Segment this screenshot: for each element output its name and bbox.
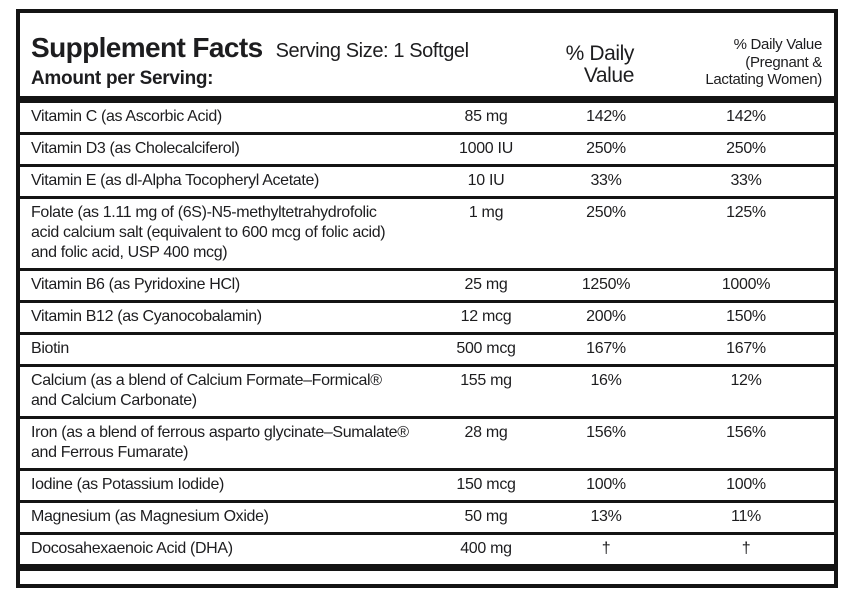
daily-value: 100% — [586, 476, 626, 493]
nutrient-rows: Vitamin C (as Ascorbic Acid) 85 mg 142% … — [20, 103, 834, 564]
table-row: Vitamin C (as Ascorbic Acid) 85 mg 142% … — [20, 103, 834, 132]
table-row: Calcium (as a blend of Calcium Formate–F… — [20, 364, 834, 416]
daily-value-pregnant: 1000% — [721, 276, 771, 293]
table-row: Vitamin D3 (as Cholecalciferol) 1000 IU … — [20, 132, 834, 164]
nutrient-amount: 12 mcg — [460, 308, 512, 325]
table-row: Vitamin E (as dl-Alpha Tocopheryl Acetat… — [20, 164, 834, 196]
daily-value: † — [601, 540, 611, 557]
supplement-facts-label: Supplement Facts Serving Size: 1 Softgel… — [16, 9, 838, 588]
daily-value: 13% — [590, 508, 622, 525]
nutrient-amount: 155 mg — [460, 372, 512, 389]
amount-per-serving-label: Amount per Serving: — [31, 68, 214, 89]
pregnant-daily-value-column-header: % Daily Value (Pregnant & Lactating Wome… — [705, 36, 822, 88]
daily-value-pregnant: 142% — [726, 108, 766, 125]
nutrient-name: Biotin — [31, 340, 69, 357]
nutrient-amount: 50 mg — [464, 508, 508, 525]
serving-size: Serving Size: 1 Softgel — [275, 40, 470, 62]
daily-value-column-header: % Daily Value — [565, 41, 635, 88]
daily-value-pregnant: 167% — [726, 340, 766, 357]
nutrient-amount: 150 mcg — [456, 476, 516, 493]
table-row: Iodine (as Potassium Iodide) 150 mcg 100… — [20, 468, 834, 500]
nutrient-amount: 1 mg — [468, 204, 504, 221]
table-row: Vitamin B6 (as Pyridoxine HCl) 25 mg 125… — [20, 268, 834, 300]
table-row: Vitamin B12 (as Cyanocobalamin) 12 mcg 2… — [20, 300, 834, 332]
nutrient-name: Vitamin B6 (as Pyridoxine HCl) — [31, 276, 240, 293]
nutrient-amount: 28 mg — [464, 424, 508, 441]
footer-divider-bar — [20, 564, 834, 571]
nutrient-name: Folate (as 1.11 mg of (6S)-N5-methyltetr… — [31, 204, 386, 261]
daily-value: 33% — [590, 172, 622, 189]
supplement-facts-title: Supplement Facts — [31, 32, 263, 63]
table-row: Iron (as a blend of ferrous asparto glyc… — [20, 416, 834, 468]
header-divider-bar — [20, 96, 834, 103]
nutrient-amount: 25 mg — [464, 276, 508, 293]
nutrient-name: Vitamin B12 (as Cyanocobalamin) — [31, 308, 262, 325]
nutrient-name: Vitamin C (as Ascorbic Acid) — [31, 108, 222, 125]
nutrient-name: Vitamin E (as dl-Alpha Tocopheryl Acetat… — [31, 172, 319, 189]
daily-value: 167% — [586, 340, 626, 357]
header-left: Supplement Facts Serving Size: 1 Softgel… — [31, 34, 526, 90]
daily-value: 156% — [586, 424, 626, 441]
nutrient-amount: 10 IU — [467, 172, 505, 189]
nutrient-amount: 500 mcg — [456, 340, 516, 357]
daily-value-pregnant: 150% — [726, 308, 766, 325]
table-row: Folate (as 1.11 mg of (6S)-N5-methyltetr… — [20, 196, 834, 268]
daily-value-pregnant: 250% — [726, 140, 766, 157]
nutrient-amount: 400 mg — [460, 540, 512, 557]
daily-value-pregnant: 156% — [726, 424, 766, 441]
nutrient-amount: 1000 IU — [459, 140, 513, 157]
nutrient-name: Iodine (as Potassium Iodide) — [31, 476, 224, 493]
nutrient-amount: 85 mg — [464, 108, 508, 125]
nutrient-name: Iron (as a blend of ferrous asparto glyc… — [31, 424, 409, 461]
daily-value: 1250% — [581, 276, 631, 293]
label-header: Supplement Facts Serving Size: 1 Softgel… — [20, 24, 834, 96]
table-row: Magnesium (as Magnesium Oxide) 50 mg 13%… — [20, 500, 834, 532]
daily-value: 250% — [586, 204, 626, 221]
daily-value: 200% — [586, 308, 626, 325]
daily-value-pregnant: † — [741, 540, 751, 557]
daily-value-pregnant: 12% — [730, 372, 762, 389]
nutrient-name: Magnesium (as Magnesium Oxide) — [31, 508, 269, 525]
table-row: Docosahexaenoic Acid (DHA) 400 mg † † — [20, 532, 834, 564]
daily-value: 142% — [586, 108, 626, 125]
daily-value-pregnant: 11% — [731, 508, 761, 525]
daily-value-pregnant: 125% — [726, 204, 766, 221]
nutrient-name: Calcium (as a blend of Calcium Formate–F… — [31, 372, 382, 409]
daily-value-pregnant: 100% — [726, 476, 766, 493]
daily-value: 250% — [586, 140, 626, 157]
table-row: Biotin 500 mcg 167% 167% — [20, 332, 834, 364]
daily-value: 16% — [590, 372, 622, 389]
nutrient-name: Vitamin D3 (as Cholecalciferol) — [31, 140, 240, 157]
nutrient-name: Docosahexaenoic Acid (DHA) — [31, 540, 233, 557]
daily-value-pregnant: 33% — [730, 172, 762, 189]
